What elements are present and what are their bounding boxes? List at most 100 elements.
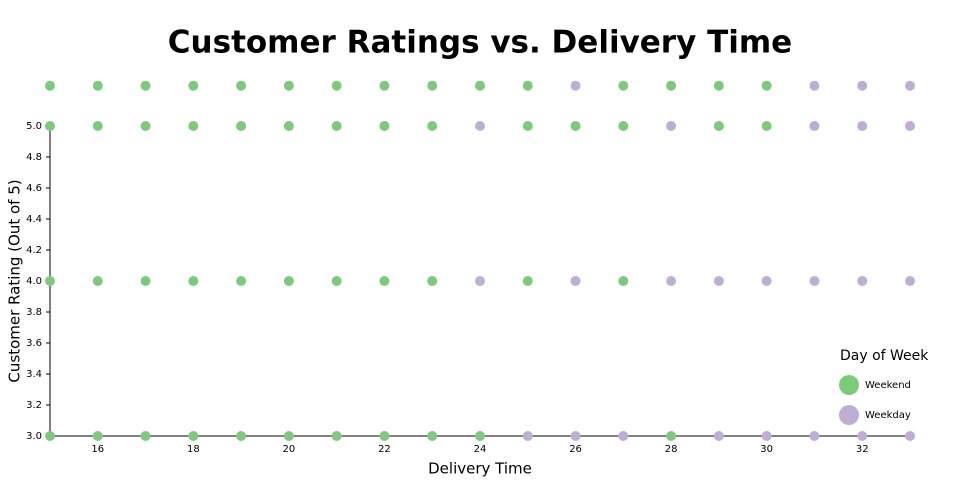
point	[92, 121, 103, 131]
point	[45, 80, 55, 91]
point	[713, 80, 724, 91]
point	[570, 80, 581, 91]
x-tick-label: 18	[187, 444, 200, 455]
point	[857, 276, 868, 286]
point	[92, 276, 103, 286]
x-tick-label: 16	[91, 444, 104, 455]
y-tick-label: 4.4	[26, 214, 42, 225]
y-tick-label: 4.0	[26, 276, 42, 287]
point	[618, 121, 629, 131]
point	[188, 121, 199, 131]
point	[666, 276, 677, 286]
x-tick-label: 22	[378, 444, 391, 455]
point	[905, 276, 915, 286]
point	[857, 121, 868, 131]
point	[45, 121, 55, 131]
y-tick-label: 3.4	[26, 369, 42, 380]
chart-title: Customer Ratings vs. Delivery Time	[168, 25, 792, 61]
point	[283, 121, 294, 131]
point	[570, 276, 581, 286]
legend-swatch	[839, 405, 859, 425]
point	[522, 121, 533, 131]
point	[713, 431, 724, 441]
point	[92, 80, 103, 91]
point	[475, 276, 485, 286]
point	[379, 431, 390, 441]
x-tick-label: 30	[760, 444, 773, 455]
point	[283, 431, 294, 441]
point	[809, 80, 820, 91]
point	[618, 431, 629, 441]
y-tick-label: 4.8	[26, 152, 42, 163]
point	[45, 431, 55, 441]
point	[475, 80, 485, 91]
point	[809, 121, 820, 131]
point	[188, 80, 199, 91]
point	[761, 276, 772, 286]
point	[331, 431, 342, 441]
point	[331, 276, 342, 286]
point	[427, 80, 438, 91]
point	[427, 431, 438, 441]
point	[666, 80, 677, 91]
point	[188, 431, 199, 441]
x-tick-label: 20	[283, 444, 296, 455]
point	[666, 431, 677, 441]
point	[236, 80, 247, 91]
y-tick-label: 3.0	[26, 431, 42, 442]
point	[283, 80, 294, 91]
legend-swatch	[839, 375, 859, 395]
point	[475, 431, 485, 441]
point	[809, 276, 820, 286]
point	[713, 276, 724, 286]
point	[761, 121, 772, 131]
point	[570, 121, 581, 131]
point	[761, 431, 772, 441]
x-tick-label: 24	[474, 444, 487, 455]
point	[283, 276, 294, 286]
point	[905, 431, 915, 441]
point	[188, 276, 199, 286]
y-tick-label: 3.6	[26, 338, 42, 349]
point	[236, 431, 247, 441]
point	[713, 121, 724, 131]
point	[618, 80, 629, 91]
y-tick-label: 3.2	[26, 400, 42, 411]
legend-label: Weekend	[865, 380, 911, 391]
point	[236, 276, 247, 286]
y-tick-label: 3.8	[26, 307, 42, 318]
x-tick-label: 28	[665, 444, 678, 455]
point	[140, 431, 151, 441]
point	[809, 431, 820, 441]
point	[522, 431, 533, 441]
point	[570, 431, 581, 441]
point	[522, 80, 533, 91]
y-axis-label: Customer Rating (Out of 5)	[6, 179, 24, 382]
point	[427, 276, 438, 286]
point	[905, 80, 915, 91]
y-tick-label: 5.0	[26, 121, 42, 132]
point	[618, 276, 629, 286]
point	[857, 80, 868, 91]
point	[140, 276, 151, 286]
y-tick-label: 4.2	[26, 245, 42, 256]
point	[427, 121, 438, 131]
point	[379, 121, 390, 131]
point	[761, 80, 772, 91]
point	[522, 276, 533, 286]
x-tick-label: 32	[856, 444, 869, 455]
point	[331, 121, 342, 131]
point	[379, 80, 390, 91]
x-axis-label: Delivery Time	[428, 460, 532, 478]
point	[905, 121, 915, 131]
point	[666, 121, 677, 131]
point	[140, 121, 151, 131]
point	[236, 121, 247, 131]
point	[92, 431, 103, 441]
point	[857, 431, 868, 441]
y-tick-label: 4.6	[26, 183, 42, 194]
point	[379, 276, 390, 286]
point	[140, 80, 151, 91]
x-tick-label: 26	[569, 444, 582, 455]
